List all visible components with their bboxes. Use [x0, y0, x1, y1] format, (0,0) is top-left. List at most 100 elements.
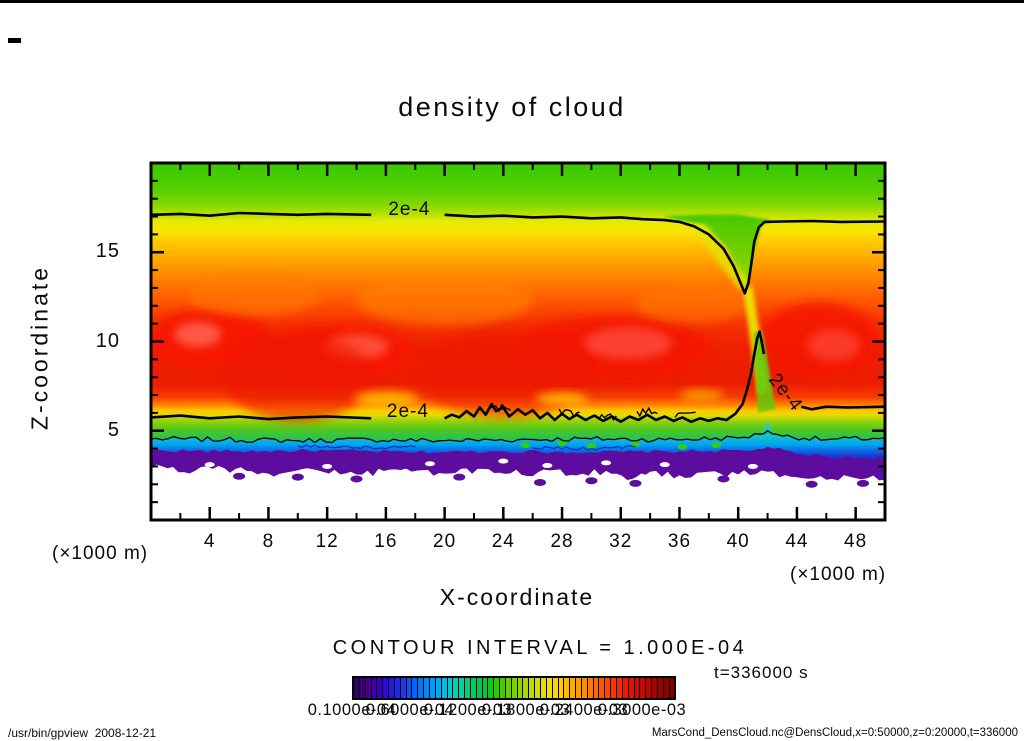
colorbar-segment — [611, 678, 616, 698]
colorbar-segment — [383, 678, 389, 698]
colorbar-segment — [418, 678, 424, 698]
colorbar-segment — [558, 678, 564, 698]
contour-squiggle — [636, 406, 658, 418]
colorbar-segment — [669, 678, 675, 698]
footer-dataset-text: MarsCond_DensCloud.nc@DensCloud,x=0:5000… — [651, 727, 1018, 739]
colorbar-segment — [663, 678, 669, 698]
contour-squiggle — [595, 413, 617, 421]
x-tick-label-12: 12 — [315, 531, 339, 552]
colorbar-label-3: 0.1800e-03 — [481, 701, 571, 719]
colorbar-segment — [476, 678, 482, 698]
colorbar-segment — [441, 678, 447, 698]
colorbar-segment — [564, 678, 570, 698]
colorbar-segment — [622, 678, 628, 698]
green-wedge — [661, 214, 772, 293]
colorbar-label-4: 0.2400e-03 — [539, 701, 629, 719]
contour-line-lower — [444, 330, 766, 424]
colorbar-segment — [634, 678, 640, 698]
time-label: t=336000 s — [714, 663, 809, 682]
colorbar-label-2: 0.1200e-03 — [423, 701, 513, 719]
colorbar-segment — [570, 678, 576, 698]
colorbar-segment — [394, 678, 400, 698]
colorbar-segment — [482, 678, 488, 698]
x-axis-label: X-coordinate — [439, 584, 595, 610]
corner-mark — [8, 38, 21, 43]
y-axis-label: Z-coordinate — [26, 264, 53, 431]
contour-line-cloudbase — [151, 430, 885, 444]
colorbar-segment — [435, 678, 441, 698]
colorbar-segment — [447, 678, 453, 698]
colorbar-segment — [529, 678, 535, 698]
x-tick-label-8: 8 — [262, 531, 275, 552]
x-tick-label-44: 44 — [785, 531, 809, 552]
x-tick-label-48: 48 — [844, 531, 868, 552]
cyan-blue-band — [151, 430, 885, 460]
colorbar-segment — [523, 678, 529, 698]
x-tick-label-4: 4 — [203, 531, 216, 552]
page-title: density of cloud — [398, 92, 626, 122]
x-tick-label-28: 28 — [550, 531, 574, 552]
colorbar-segment — [459, 678, 465, 698]
colorbar-segment — [359, 678, 365, 698]
colorbar-segment — [400, 678, 406, 698]
colorbar-segment — [517, 678, 523, 698]
x-tick-label-20: 20 — [433, 531, 457, 552]
diag-green-band — [753, 330, 776, 413]
contour-squiggle — [489, 403, 512, 413]
contour-squiggle — [674, 411, 696, 418]
x-tick-label-24: 24 — [491, 531, 515, 552]
colorbar-segment — [552, 678, 558, 698]
colorbar-segment — [500, 678, 505, 698]
contour-line-lower — [800, 405, 885, 411]
colorbar-segment — [429, 678, 435, 698]
contour-interval-caption: CONTOUR INTERVAL = 1.000E-04 — [332, 637, 748, 659]
colorbar-segment — [576, 678, 581, 698]
colorbar-segment — [581, 678, 587, 698]
colorbar-segment — [587, 678, 593, 698]
colorbar-segment — [546, 678, 552, 698]
colorbar-segment — [488, 678, 494, 698]
colorbar-segment — [470, 678, 476, 698]
colorbar-segment — [354, 678, 359, 698]
y-axis-unit-label: (×1000 m) — [52, 543, 149, 564]
colorbar-segment — [412, 678, 418, 698]
colorbar-segment — [657, 678, 663, 698]
colorbar-segment — [605, 678, 611, 698]
purple-band — [151, 446, 885, 481]
x-tick-label-16: 16 — [374, 531, 398, 552]
colorbar-label-0: 0.1000e-04 — [307, 701, 397, 719]
colorbar-segment — [535, 678, 540, 698]
axes — [149, 161, 887, 522]
colorbar-segment — [652, 678, 657, 698]
colorbar-segment — [640, 678, 646, 698]
x-axis-unit-label: (×1000 m) — [790, 564, 887, 585]
x-tick-label-32: 32 — [609, 531, 633, 552]
y-tick-label-15: 15 — [95, 240, 120, 263]
colorbar-segment — [424, 678, 429, 698]
colorbar-segment — [365, 678, 371, 698]
colorbar-segment — [371, 678, 377, 698]
colorbar-label-5: 0.3000e-03 — [597, 701, 687, 719]
colorbar-segment — [541, 678, 546, 698]
colorbar-segment — [406, 678, 412, 698]
colorbar-segment — [377, 678, 383, 698]
contour-squiggle — [558, 408, 580, 418]
colorbar — [352, 676, 676, 700]
colorbar-label-1: 0.6000e-04 — [365, 701, 455, 719]
colorbar-segment — [389, 678, 394, 698]
tone-field — [151, 163, 885, 520]
y-tick-label-5: 5 — [107, 418, 120, 441]
colorbar-segment — [628, 678, 634, 698]
x-tick-label-36: 36 — [667, 531, 692, 552]
contour-line-upper — [444, 213, 885, 295]
subcloud-white — [151, 464, 885, 520]
y-tick-label-10: 10 — [95, 329, 120, 352]
colorbar-segment — [494, 678, 500, 698]
x-tick-label-40: 40 — [726, 531, 750, 552]
contour-label-1: 2e-4 — [386, 401, 429, 422]
footer-command-text: /usr/bin/gpview 2008-12-21 — [8, 726, 157, 740]
colorbar-segment — [505, 678, 511, 698]
colorbar-segment — [453, 678, 459, 698]
